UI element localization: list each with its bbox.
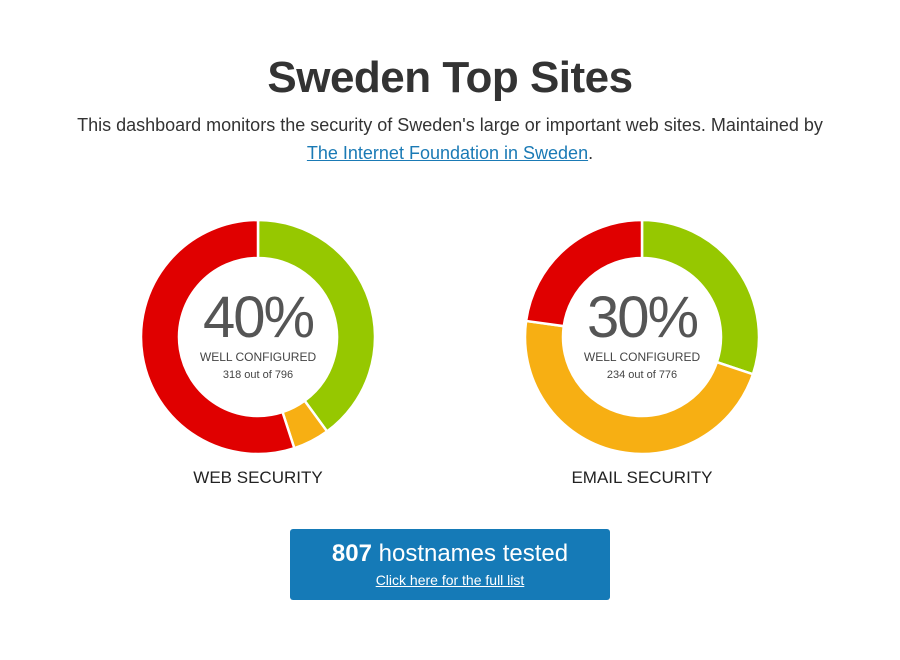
page-description: This dashboard monitors the security of …	[40, 111, 860, 167]
web-security-chart[interactable]: 40% WELL CONFIGURED 318 out of 796 WEB S…	[138, 217, 378, 487]
full-list-link[interactable]: Click here for the full list	[375, 572, 525, 588]
web-security-donut[interactable]	[138, 217, 378, 457]
hostnames-summary: 807 hostnames tested	[290, 539, 610, 569]
hostnames-count: 807	[331, 540, 372, 567]
email-security-center: 30% WELL CONFIGURED 234 out of 776	[522, 217, 762, 457]
donut-slice-good[interactable]	[256, 218, 377, 434]
donut-slice-warning[interactable]	[523, 319, 755, 456]
web-security-center: 40% WELL CONFIGURED 318 out of 796	[138, 217, 378, 457]
donut-slice-bad[interactable]	[524, 218, 644, 328]
email-security-label: WELL CONFIGURED	[583, 350, 701, 364]
description-text: This dashboard monitors the security of …	[77, 115, 823, 135]
donut-slice-bad[interactable]	[139, 218, 296, 456]
page-title: Sweden Top Sites	[267, 53, 633, 102]
hostnames-tested-button[interactable]: 807 hostnames tested Click here for the …	[290, 529, 610, 600]
web-security-percent: 40%	[202, 285, 315, 350]
email-security-donut[interactable]	[522, 217, 762, 457]
email-security-percent: 30%	[586, 285, 699, 350]
description-period: .	[588, 143, 594, 163]
email-security-caption: EMAIL SECURITY	[571, 468, 713, 487]
hostnames-text: hostnames tested	[378, 540, 569, 567]
email-security-count: 234 out of 776	[606, 369, 678, 381]
foundation-link[interactable]: The Internet Foundation in Sweden	[306, 143, 589, 163]
web-security-count: 318 out of 796	[222, 369, 294, 381]
email-security-chart[interactable]: 30% WELL CONFIGURED 234 out of 776 EMAIL…	[522, 217, 762, 487]
web-security-caption: WEB SECURITY	[193, 468, 323, 487]
web-security-label: WELL CONFIGURED	[199, 350, 317, 364]
